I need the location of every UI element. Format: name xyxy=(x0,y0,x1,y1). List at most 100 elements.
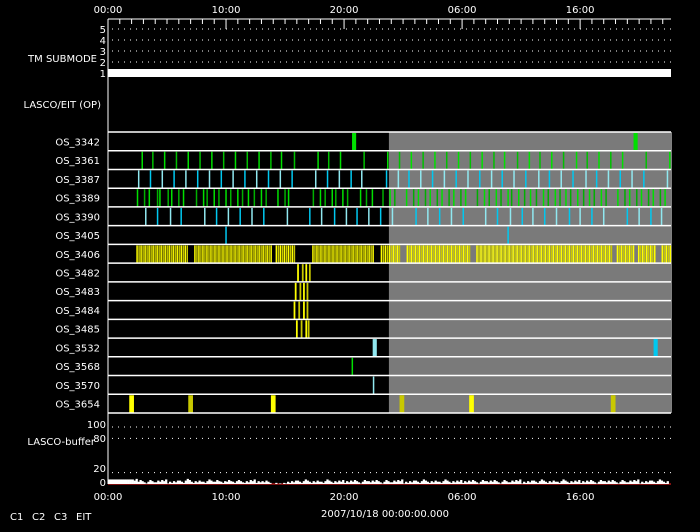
row-event-mark xyxy=(458,245,461,264)
row-label: OS_3532 xyxy=(55,343,100,354)
row-event-mark xyxy=(230,245,232,264)
buffer-bar xyxy=(163,481,166,484)
buffer-bar xyxy=(328,480,331,484)
buffer-bar xyxy=(119,479,123,484)
row-event-mark xyxy=(619,170,621,189)
row-event-mark xyxy=(211,151,213,170)
buffer-bar xyxy=(135,478,138,484)
row-event-mark xyxy=(443,170,446,189)
buffer-bar xyxy=(137,481,140,484)
buffer-bar xyxy=(153,482,156,484)
row-event-mark xyxy=(462,207,465,226)
row-event-mark xyxy=(532,207,534,226)
row-event-mark xyxy=(389,189,391,207)
row-event-mark xyxy=(279,245,282,264)
buffer-bar xyxy=(251,481,254,484)
buffer-bar xyxy=(151,481,154,484)
buffer-bar xyxy=(639,483,642,484)
row-event-mark xyxy=(178,245,180,264)
row-event-mark xyxy=(492,245,494,264)
legend-entry: C2 xyxy=(32,512,45,523)
buffer-bar xyxy=(133,480,136,484)
row-event-mark xyxy=(208,170,211,189)
row-event-mark xyxy=(536,245,538,264)
row-event-mark xyxy=(232,245,234,264)
row-event-mark xyxy=(610,151,612,170)
buffer-bar xyxy=(536,482,540,484)
buffer-bar xyxy=(466,482,469,484)
row-event-mark xyxy=(293,301,296,320)
buffer-bar xyxy=(666,481,669,484)
row-event-mark xyxy=(178,189,180,207)
row-event-mark xyxy=(141,151,143,170)
row-event-mark xyxy=(488,189,490,207)
row-event-mark xyxy=(268,245,270,264)
row-event-mark xyxy=(596,245,599,264)
row-event-mark xyxy=(617,189,619,207)
row-event-mark xyxy=(503,151,506,170)
buffer-bar xyxy=(652,481,656,484)
buffer-bar xyxy=(572,482,575,484)
row-event-mark xyxy=(254,245,256,264)
buffer-bar xyxy=(403,483,406,484)
row-event-mark xyxy=(620,245,623,264)
row-event-mark xyxy=(580,245,583,264)
tm-submode-level-label: 1 xyxy=(100,69,106,80)
row-event-mark xyxy=(258,151,260,170)
row-event-mark xyxy=(148,245,150,264)
buffer-bar xyxy=(275,482,278,484)
row-event-mark xyxy=(324,245,326,264)
row-event-mark xyxy=(199,151,201,170)
row-event-mark xyxy=(195,189,198,207)
row-event-mark xyxy=(495,189,498,207)
buffer-bar xyxy=(239,481,243,484)
row-event-mark xyxy=(436,189,439,207)
row-event-mark xyxy=(167,189,169,207)
tm-submode-level-label: 3 xyxy=(100,47,106,58)
row-label: OS_3654 xyxy=(55,400,100,411)
row-event-mark xyxy=(464,245,467,264)
row-event-mark xyxy=(544,245,546,264)
row-event-mark xyxy=(494,245,496,264)
row-event-mark xyxy=(565,189,567,207)
row-event-mark xyxy=(350,245,352,264)
row-event-mark xyxy=(182,245,184,264)
row-event-mark xyxy=(523,189,526,207)
row-event-mark xyxy=(316,245,318,264)
buffer-bar xyxy=(357,482,361,484)
row-event-mark xyxy=(521,207,524,226)
buffer-bar xyxy=(174,482,178,484)
row-event-mark xyxy=(350,170,352,189)
row-event-mark xyxy=(382,189,384,207)
row-event-mark xyxy=(185,170,187,189)
row-event-mark xyxy=(286,207,289,226)
buffer-y-tick-label: 80 xyxy=(93,434,106,445)
buffer-bar xyxy=(184,480,187,484)
tm-submode-label: TM SUBMODE xyxy=(27,54,97,65)
bottom-axis-tick-label: 06:00 xyxy=(448,492,477,503)
row-event-mark xyxy=(156,189,159,207)
row-event-mark xyxy=(539,151,541,170)
row-event-mark xyxy=(665,245,668,264)
buffer-bar xyxy=(170,482,174,484)
row-event-mark xyxy=(441,189,443,207)
row-event-mark xyxy=(480,245,482,264)
row-label: OS_3342 xyxy=(55,137,100,148)
buffer-bar xyxy=(308,481,311,484)
row-event-mark xyxy=(263,207,265,226)
row-event-mark xyxy=(508,245,510,264)
buffer-bar xyxy=(428,482,431,484)
row-event-mark xyxy=(638,207,640,226)
buffer-bar xyxy=(593,482,597,484)
buffer-bar xyxy=(397,480,400,484)
top-axis-tick-label: 06:00 xyxy=(448,5,477,16)
row-event-mark xyxy=(365,189,368,207)
row-event-mark xyxy=(279,170,282,189)
row-event-mark xyxy=(438,245,441,264)
row-event-mark xyxy=(297,264,299,282)
row-event-mark xyxy=(238,245,240,264)
row-event-mark xyxy=(460,189,462,207)
buffer-bar xyxy=(467,480,471,484)
row-event-mark xyxy=(318,245,320,264)
buffer-bar xyxy=(471,480,475,484)
